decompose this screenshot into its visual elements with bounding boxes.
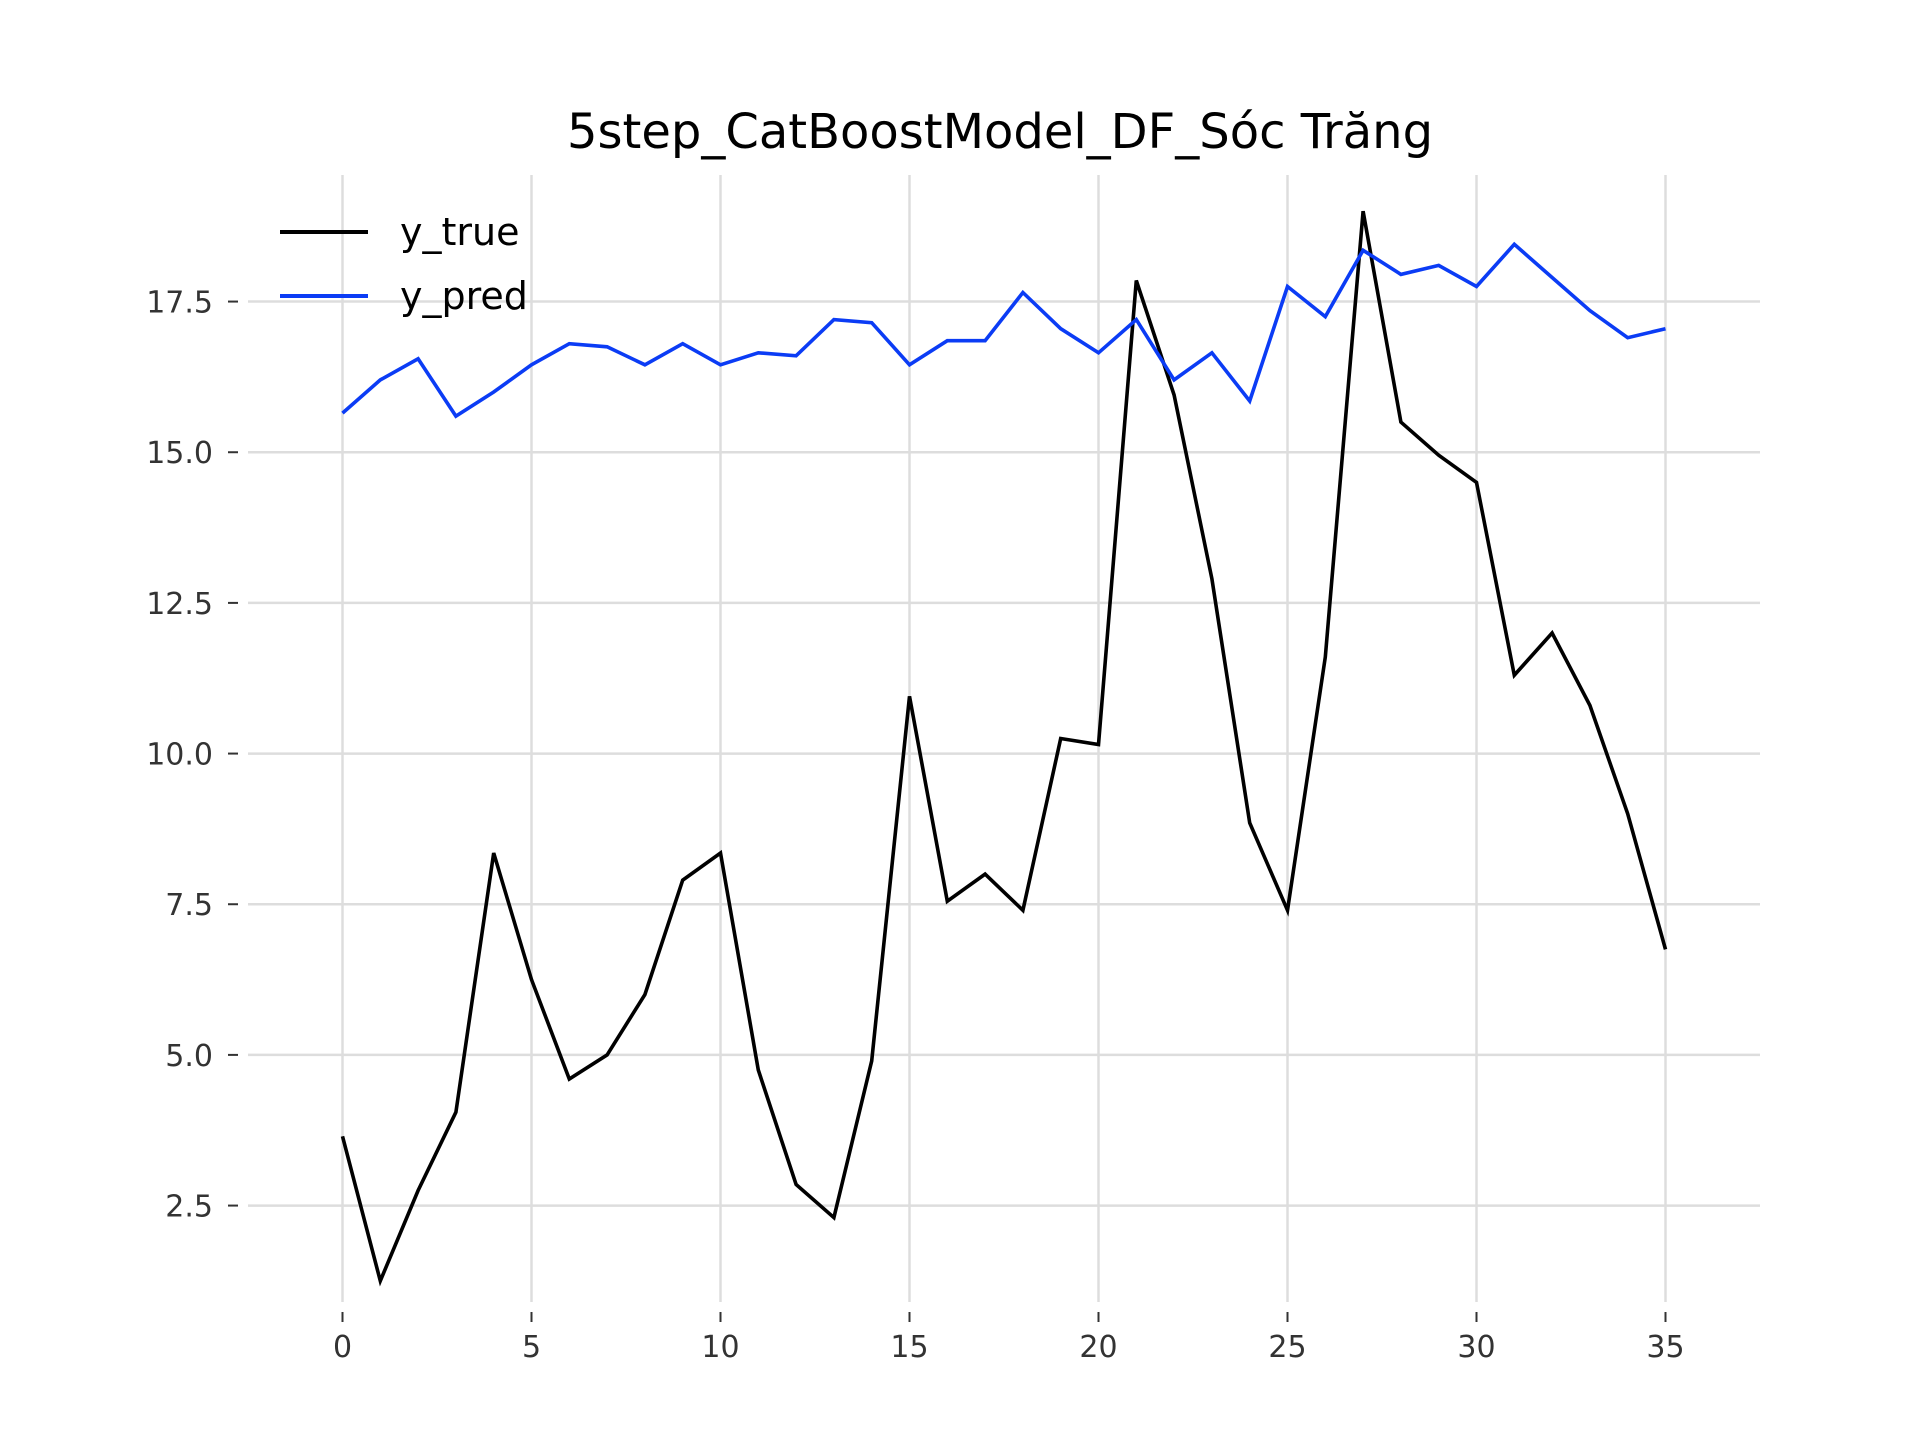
legend: y_true y_pred — [280, 210, 528, 318]
series-line-y-pred — [341, 241, 1666, 419]
x-axis: 0 5 10 15 20 25 30 35 — [333, 1312, 1685, 1365]
chart-title: 5step_CatBoostModel_DF_Sóc Trăng — [567, 104, 1433, 160]
x-gridlines — [341, 175, 1667, 1302]
x-tick-label: 0 — [333, 1330, 352, 1365]
y-axis: 2.5 5.0 7.5 10.0 12.5 15.0 17.5 — [146, 286, 238, 1225]
x-tick-label: 25 — [1268, 1330, 1306, 1365]
series-line-y-true — [340, 210, 1668, 1287]
x-tick-label: 10 — [701, 1330, 739, 1365]
y-tick-label: 10.0 — [146, 738, 213, 773]
legend-label-y-pred: y_pred — [400, 274, 528, 318]
y-tick-label: 2.5 — [165, 1190, 213, 1225]
x-tick-label: 30 — [1457, 1330, 1495, 1365]
x-tick-label: 20 — [1079, 1330, 1117, 1365]
x-tick-label: 35 — [1646, 1330, 1684, 1365]
y-tick-label: 17.5 — [146, 286, 213, 321]
x-tick-label: 5 — [522, 1330, 541, 1365]
y-tick-label: 5.0 — [165, 1039, 213, 1074]
y-tick-label: 7.5 — [165, 888, 213, 923]
y-tick-label: 12.5 — [146, 587, 213, 622]
x-tick-label: 15 — [890, 1330, 928, 1365]
y-tick-label: 15.0 — [146, 436, 213, 471]
legend-label-y-true: y_true — [400, 210, 519, 254]
series-lines — [340, 210, 1668, 1287]
y-gridlines — [248, 300, 1760, 1207]
